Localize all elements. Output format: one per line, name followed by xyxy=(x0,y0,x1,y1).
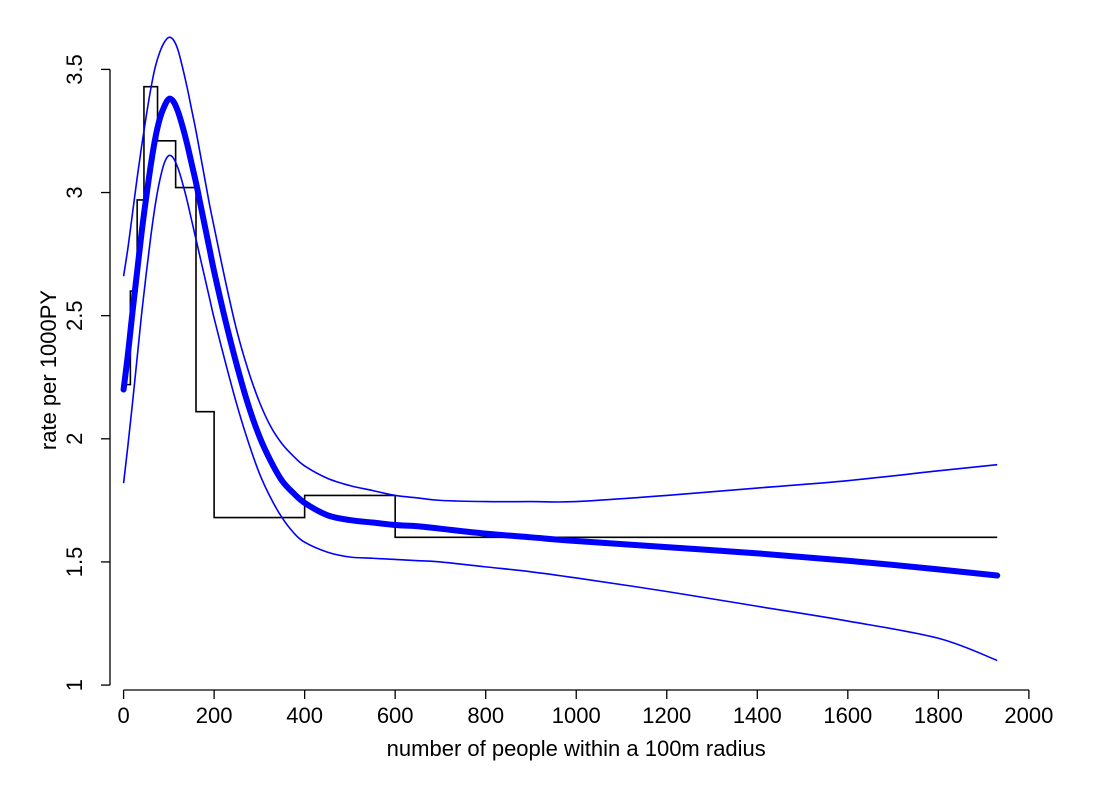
y-tick-label: 1 xyxy=(62,679,87,691)
x-tick-label: 200 xyxy=(196,703,233,728)
x-tick-label: 0 xyxy=(117,703,129,728)
stepwise-rate-line xyxy=(123,85,998,539)
y-tick-label: 1.5 xyxy=(62,547,87,578)
fitted-rate-line xyxy=(120,95,1001,579)
x-tick-label: 800 xyxy=(467,703,504,728)
y-tick-label: 3.5 xyxy=(62,54,87,85)
x-axis-title: number of people within a 100m radius xyxy=(387,736,766,761)
confidence-band-line xyxy=(122,154,998,662)
x-tick-label: 1800 xyxy=(914,703,963,728)
axes xyxy=(109,69,1029,691)
y-tick-label: 2 xyxy=(62,433,87,445)
plot-series xyxy=(120,36,1001,662)
y-axis-title: rate per 1000PY xyxy=(36,290,61,451)
y-tick-label: 2.5 xyxy=(62,300,87,331)
x-tick-label: 1200 xyxy=(642,703,691,728)
x-tick-label: 1000 xyxy=(552,703,601,728)
x-tick-label: 400 xyxy=(286,703,323,728)
x-tick-label: 1400 xyxy=(733,703,782,728)
x-tick-label: 1600 xyxy=(823,703,872,728)
confidence-band-line xyxy=(122,36,998,503)
y-tick-label: 3 xyxy=(62,186,87,198)
x-tick-label: 600 xyxy=(377,703,414,728)
x-tick-label: 2000 xyxy=(1004,703,1053,728)
ticks: 0 200 400 600 800 1000 1200 1400 1600 1800 2000 1 1.… xyxy=(62,54,1053,728)
